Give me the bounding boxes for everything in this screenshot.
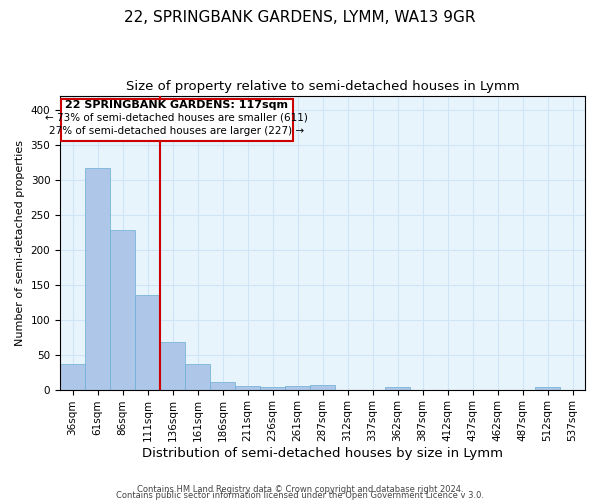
Bar — [235, 386, 260, 390]
FancyBboxPatch shape — [61, 99, 293, 141]
Bar — [110, 230, 135, 390]
Bar — [310, 386, 335, 390]
Text: ← 73% of semi-detached houses are smaller (611): ← 73% of semi-detached houses are smalle… — [46, 113, 308, 123]
Title: Size of property relative to semi-detached houses in Lymm: Size of property relative to semi-detach… — [126, 80, 520, 93]
Text: 22 SPRINGBANK GARDENS: 117sqm: 22 SPRINGBANK GARDENS: 117sqm — [65, 100, 289, 110]
Bar — [260, 387, 285, 390]
Text: 27% of semi-detached houses are larger (227) →: 27% of semi-detached houses are larger (… — [49, 126, 304, 136]
Bar — [160, 342, 185, 390]
Bar — [185, 364, 210, 390]
Bar — [135, 295, 160, 390]
Bar — [285, 386, 310, 390]
Text: Contains HM Land Registry data © Crown copyright and database right 2024.: Contains HM Land Registry data © Crown c… — [137, 484, 463, 494]
Bar — [385, 388, 410, 390]
Text: 22, SPRINGBANK GARDENS, LYMM, WA13 9GR: 22, SPRINGBANK GARDENS, LYMM, WA13 9GR — [124, 10, 476, 25]
Text: Contains public sector information licensed under the Open Government Licence v : Contains public sector information licen… — [116, 490, 484, 500]
Bar — [85, 168, 110, 390]
Bar — [60, 364, 85, 390]
X-axis label: Distribution of semi-detached houses by size in Lymm: Distribution of semi-detached houses by … — [142, 447, 503, 460]
Bar — [535, 388, 560, 390]
Y-axis label: Number of semi-detached properties: Number of semi-detached properties — [15, 140, 25, 346]
Bar — [210, 382, 235, 390]
